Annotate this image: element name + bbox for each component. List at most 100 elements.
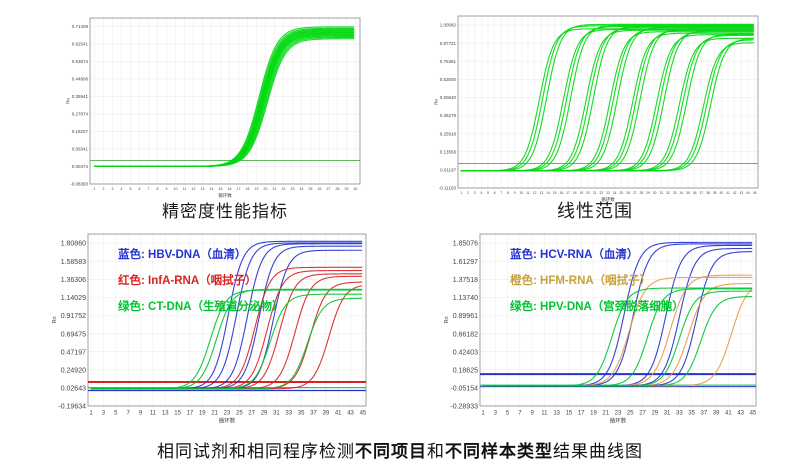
x-tick-label: 31 [659,191,663,195]
amplification-curve-HBV-DNA [90,242,363,390]
x-tick-label: 19 [255,187,259,191]
x-tick-label: 35 [686,191,690,195]
x-tick-label: 18 [246,187,250,191]
x-tick-label: 8 [157,187,159,191]
x-tick-label: 11 [150,411,157,417]
legend-entry: 绿色: CT-DNA（生殖道分泌物） [118,299,283,313]
x-tick-label: 10 [174,187,178,191]
x-tick-label: 13 [539,191,543,195]
amplification-curve-dilution-series [460,25,754,172]
x-tick-label: 1 [94,187,96,191]
x-tick-label: 29 [646,191,650,195]
caption-bottom: 相同试剂和相同程序检测不同项目和不同样本类型结果曲线图 [0,437,800,462]
x-tick-label: 2 [103,187,105,191]
amplification-curve-dilution-series [460,28,754,172]
x-tick-label: 39 [323,411,330,417]
x-tick-label: 29 [261,411,268,417]
amplification-curve-InfA-RNA [90,270,363,390]
amplification-curve-replicate-curves [93,30,355,167]
x-tick-label: 7 [518,411,522,417]
x-tick-label: 21 [602,411,609,417]
legend-entry: 蓝色: HBV-DNA（血清） [118,247,246,261]
x-axis-title: 循环数 [218,192,232,199]
amplification-curve-dilution-series [460,37,754,172]
y-tick-label: 0.18625 [453,367,478,374]
x-axis-title: 循环数 [219,417,236,425]
amplification-curve-dilution-series [460,29,754,172]
y-tick-label: 1.85076 [453,241,478,248]
amplification-curve-HBV-DNA [90,240,363,390]
caption-segment: 相同试剂和相同程序检测 [157,442,355,461]
x-tick-label: 3 [112,187,114,191]
y-tick-label: -0.08393 [70,182,88,187]
amplification-curve-replicate-curves [93,31,355,167]
x-tick-label: 1 [460,191,462,195]
amplification-curve-dilution-series [460,26,754,172]
x-tick-label: 15 [174,411,181,417]
amplification-curve-dilution-series [460,28,754,172]
x-tick-label: 44 [746,191,750,195]
x-tick-label: 10 [519,191,523,195]
x-tick-label: 41 [335,411,342,417]
x-tick-label: 27 [327,187,331,191]
legend-entry: 红色: InfA-RNA（咽拭子） [118,273,257,287]
y-tick-label: 0.24920 [61,367,86,374]
x-tick-label: 43 [737,411,744,417]
x-tick-label: 14 [210,187,214,191]
amplification-curve-dilution-series [460,34,754,172]
amplification-curve-dilution-series [460,28,754,172]
x-tick-label: 7 [148,187,150,191]
x-axis-title: 循环数 [601,196,615,203]
x-tick-label: 32 [666,191,670,195]
y-tick-label: 1.13740 [453,295,478,302]
y-tick-label: 1.58583 [61,259,86,266]
y-tick-label: 1.61297 [453,259,478,266]
x-tick-label: 23 [224,411,231,417]
x-tick-label: 7 [500,191,502,195]
x-tick-label: 20 [586,191,590,195]
chart-canvas-multi-target-right: 1.85076 1.61297 1.37518 1.13740 0.89961 0.661… [444,233,757,425]
y-tick-label: 0.87721 [440,41,457,46]
x-tick-label: 27 [633,191,637,195]
x-tick-label: 24 [613,191,617,195]
x-tick-label: 29 [345,187,349,191]
x-tick-label: 11 [183,187,187,191]
x-tick-label: 45 [750,411,757,417]
x-tick-label: 1 [481,411,485,417]
amplification-curve-dilution-series [460,26,754,172]
x-tick-label: 7 [126,411,130,417]
amplification-curve-dilution-series [460,31,754,172]
x-tick-label: 15 [553,191,557,195]
x-tick-label: 37 [701,411,708,417]
amplification-curve-replicate-curves [93,27,355,167]
x-tick-label: 25 [309,187,313,191]
x-tick-label: 33 [673,191,677,195]
amplification-curve-dilution-series [460,32,754,172]
x-tick-label: 27 [248,411,255,417]
y-tick-label: 0.13558 [440,149,457,154]
y-tick-label: 0.91752 [61,313,86,320]
x-tick-label: 31 [273,411,280,417]
x-tick-label: 11 [541,411,548,417]
y-tick-label: 0.63000 [440,77,457,82]
x-tick-label: 23 [291,187,295,191]
amplification-curve-dilution-series [460,29,754,172]
x-tick-label: 11 [526,191,530,195]
x-tick-label: 1 [89,411,93,417]
x-tick-label: 2 [467,191,469,195]
x-tick-label: 15 [566,411,573,417]
x-tick-label: 9 [514,191,516,195]
amplification-curve-replicate-curves [93,31,355,167]
amplification-curve-dilution-series [460,24,754,172]
y-tick-label: 0.62541 [72,42,89,47]
x-tick-label: 13 [162,411,169,417]
x-tick-label: 24 [300,187,304,191]
x-tick-label: 17 [237,187,241,191]
amplification-curve-replicate-curves [93,35,355,167]
y-tick-label: 0.89961 [453,313,478,320]
x-tick-label: 42 [733,191,737,195]
legend-entry: 绿色: HPV-DNA（宫颈脱落细胞） [510,299,684,313]
x-tick-label: 19 [590,411,597,417]
x-tick-label: 29 [651,411,658,417]
